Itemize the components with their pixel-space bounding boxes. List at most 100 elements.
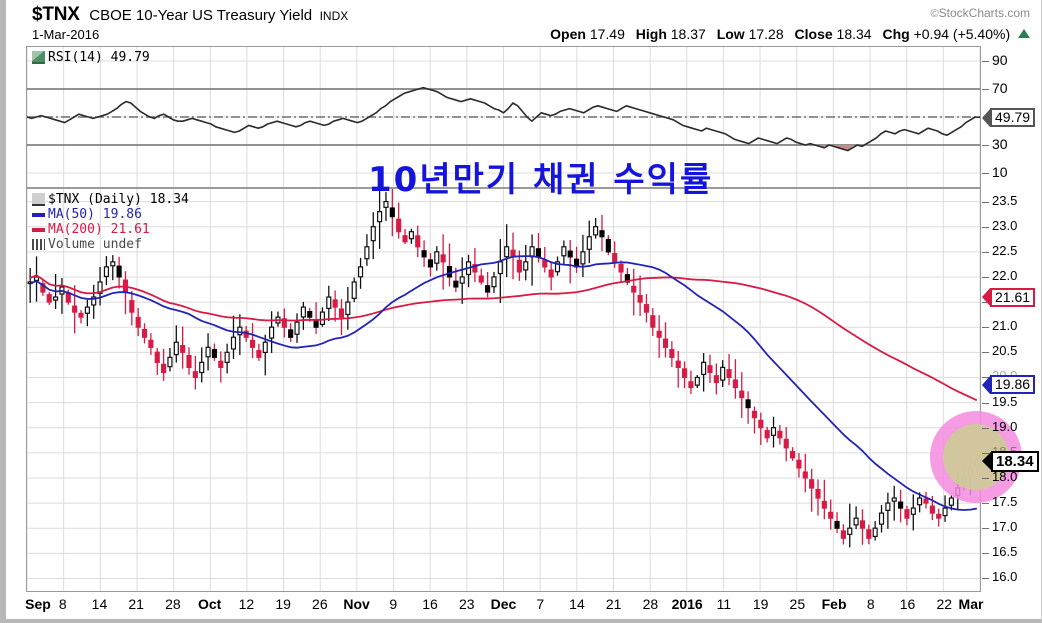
x-axis-tick: 23	[458, 596, 475, 612]
x-axis-tick: 16	[422, 596, 438, 612]
x-axis-tick: 19	[752, 596, 769, 612]
copyright-icon: ©	[930, 8, 939, 20]
low-label: Low	[716, 26, 745, 42]
price-tick-mark	[982, 528, 989, 530]
rsi-svg	[27, 47, 980, 187]
price-callout-value: 18.34	[991, 450, 1039, 472]
x-axis-tick: 12	[238, 596, 255, 612]
ohlc-quote-bar: Open 17.49 High 18.37 Low 17.28 Close 18…	[550, 26, 1030, 42]
price-svg	[27, 189, 980, 591]
price-y-tick: 17.0	[992, 519, 1018, 535]
x-axis: Sep 8 14 21 28 Oct 12 19 26 Nov 9 16 23 Dec 7 14 21 28 201…	[25, 594, 983, 619]
x-axis-tick: Sep	[25, 596, 51, 612]
price-y-tick: 22.0	[992, 267, 1018, 283]
price-legend-row-ma50: MA(50) 19.86	[32, 207, 189, 222]
price-y-tick: 21.0	[992, 318, 1018, 334]
price-y-tick: 20.5	[992, 343, 1018, 359]
price-tick-mark	[982, 226, 989, 228]
chg-value: +0.94 (+5.40%)	[913, 26, 1011, 42]
rsi-callout-value: 49.79	[990, 108, 1036, 128]
rsi-legend-label: RSI(14) 49.79	[48, 50, 150, 65]
rsi-tick-mark	[982, 61, 989, 62]
price-y-axis: 23.523.022.522.021.521.020.520.019.519.0…	[982, 188, 1041, 592]
x-axis-tick: Dec	[490, 596, 517, 612]
price-y-tick: 16.5	[992, 544, 1018, 560]
price-legend-volume: Volume undef	[48, 237, 142, 252]
symbol-line: $TNX CBOE 10-Year US Treasury Yield INDX	[32, 4, 348, 26]
change-up-triangle-icon	[1018, 29, 1030, 38]
high-label: High	[635, 26, 667, 42]
x-axis-tick: 11	[716, 596, 732, 612]
rsi-legend: RSI(14) 49.79	[32, 50, 150, 65]
price-y-tick: 18.0	[992, 468, 1018, 484]
rsi-value-callout: 49.79	[982, 108, 1036, 128]
callout-arrow-icon	[982, 108, 990, 127]
chart-date: 1-Mar-2016	[32, 27, 100, 42]
x-axis-tick: 7	[536, 596, 545, 612]
x-axis-tick: 8	[866, 596, 875, 612]
rsi-y-tick: 70	[992, 80, 1008, 96]
rsi-legend-row: RSI(14) 49.79	[32, 50, 150, 65]
open-value: 17.49	[589, 26, 625, 42]
low-value: 17.28	[748, 26, 784, 42]
price-callout-red: 21.61	[982, 287, 1036, 307]
x-axis-tick: 8	[58, 596, 67, 612]
stockcharts-watermark: ©StockCharts.com	[931, 6, 1030, 20]
mountain-icon	[32, 51, 45, 64]
ticker-name: CBOE 10-Year US Treasury Yield	[89, 7, 313, 24]
x-axis-tick: 25	[789, 596, 806, 612]
callout-arrow-icon	[982, 375, 990, 394]
price-y-tick: 17.5	[992, 494, 1018, 510]
close-value: 18.34	[836, 26, 872, 42]
x-axis-tick: 14	[91, 596, 108, 612]
price-y-tick: 16.0	[992, 569, 1018, 585]
x-axis-tick: Feb	[821, 596, 847, 612]
x-axis-tick: 21	[128, 596, 144, 612]
price-y-tick: 23.0	[992, 217, 1018, 233]
rsi-y-tick: 90	[992, 52, 1008, 68]
price-panel	[26, 188, 981, 592]
price-y-tick: 19.0	[992, 418, 1018, 434]
rsi-tick-mark	[982, 89, 989, 90]
rsi-tick-mark	[982, 173, 989, 174]
open-label: Open	[550, 26, 586, 42]
price-tick-mark	[982, 503, 989, 505]
x-axis-tick: Nov	[343, 596, 370, 612]
x-axis-tick: 28	[165, 596, 181, 612]
price-legend-row-volume: Volume undef	[32, 237, 189, 252]
rsi-tick-mark	[982, 145, 989, 146]
candle-icon	[32, 193, 45, 206]
rsi-plot	[27, 47, 980, 187]
watermark-text: StockCharts.com	[938, 6, 1030, 20]
chart-header: $TNX CBOE 10-Year US Treasury Yield INDX…	[6, 0, 1041, 46]
price-legend: $TNX (Daily) 18.34 MA(50) 19.86 MA(200) …	[32, 192, 189, 252]
price-tick-mark	[982, 327, 989, 329]
price-tick-mark	[982, 352, 989, 354]
price-tick-mark	[982, 553, 989, 555]
price-tick-mark	[982, 251, 989, 253]
x-axis-tick: 2016	[671, 596, 703, 612]
callout-arrow-icon	[982, 288, 990, 307]
price-legend-row-ma200: MA(200) 21.61	[32, 222, 189, 237]
price-legend-ma200: MA(200) 21.61	[48, 222, 150, 237]
rsi-panel	[26, 46, 981, 188]
high-value: 18.37	[670, 26, 706, 42]
price-y-tick: 23.5	[992, 192, 1018, 208]
line-icon-ma200	[32, 227, 45, 232]
price-tick-mark	[982, 578, 989, 580]
price-callout-blue: 19.86	[982, 375, 1036, 395]
x-axis-tick: Oct	[197, 596, 222, 612]
price-tick-mark	[982, 477, 989, 479]
ticker-suffix: INDX	[319, 9, 349, 23]
price-legend-ma50: MA(50) 19.86	[48, 207, 142, 222]
price-legend-row-symbol: $TNX (Daily) 18.34	[32, 192, 189, 207]
price-y-tick: 22.5	[992, 242, 1018, 258]
x-axis-tick: 26	[312, 596, 328, 612]
volume-icon	[32, 239, 45, 250]
x-axis-tick: 16	[899, 596, 916, 612]
rsi-y-tick: 30	[992, 136, 1008, 152]
line-icon-ma50	[32, 212, 45, 217]
price-tick-mark	[982, 276, 989, 278]
price-callout-value: 19.86	[990, 375, 1036, 395]
